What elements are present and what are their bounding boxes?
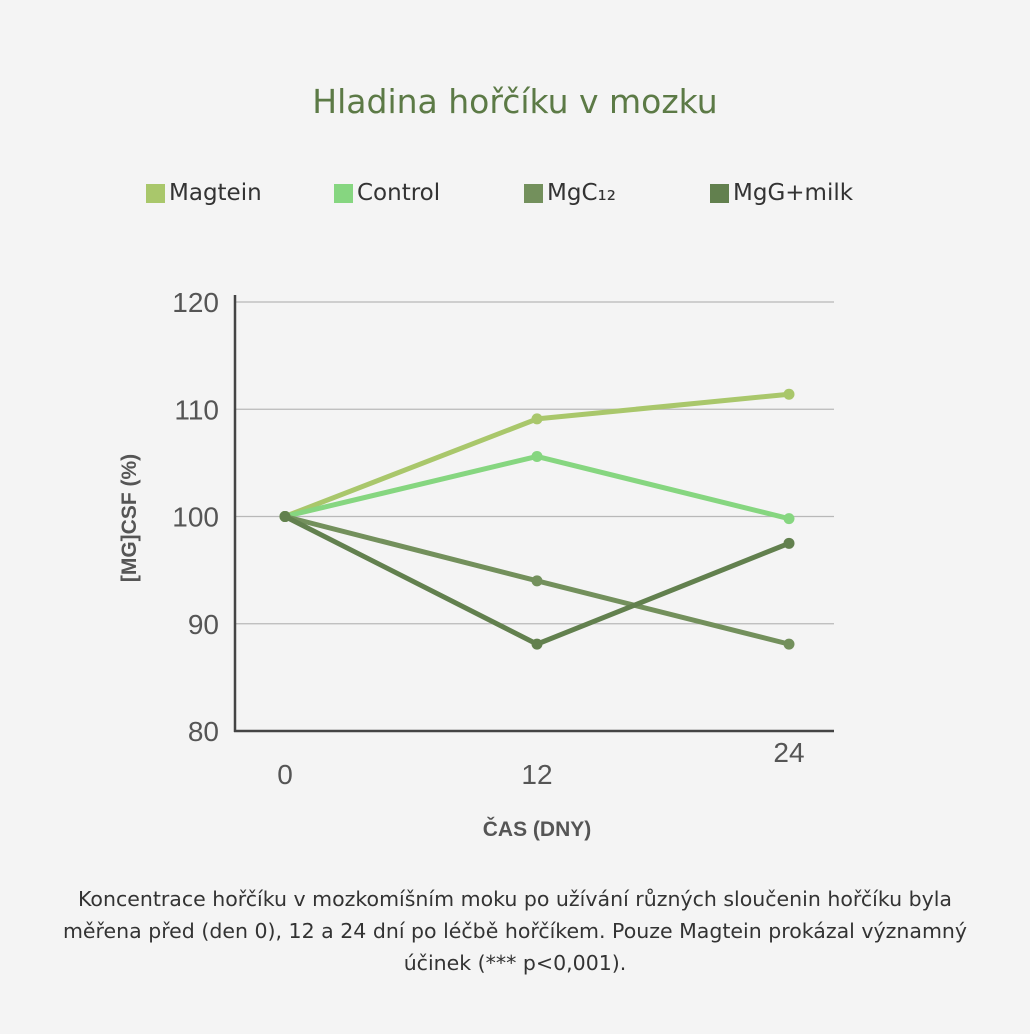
legend-label-mgc12: MgC₁₂ [547,180,616,206]
chart-caption: Koncentrace hořčíku v mozkomíšním moku p… [62,887,968,975]
data-point-mgg-milk [783,537,795,549]
legend-item-mgg-milk: MgG+milk [710,180,853,206]
x-tick-label: 0 [277,759,293,790]
legend-label-magtein: Magtein [169,180,262,206]
chart-legend: Magtein Control MgC₁₂ MgG+milk [0,180,1030,212]
y-tick-label: 120 [172,287,219,318]
x-tick-label: 24 [773,737,804,768]
x-axis-title: ČAS (DNY) [483,817,592,841]
y-axis-title: [MG]CSF (%) [118,454,141,582]
legend-item-mgc12: MgC₁₂ [524,180,616,206]
data-point-control [531,450,543,462]
y-tick-label: 110 [174,394,219,425]
x-tick-label: 12 [521,759,552,790]
line-chart: 80 90 100 110 120 0 12 24 ČAS (DNY) [MG]CSF (%) [118,287,834,841]
data-point-mgc [783,638,795,650]
y-tick-label: 90 [188,609,219,640]
legend-swatch-mgc12 [524,183,543,203]
y-tick-label: 100 [172,502,219,533]
legend-swatch-control [334,183,353,203]
legend-label-control: Control [357,180,441,206]
legend-item-control: Control [334,180,440,206]
data-point-control [783,513,795,525]
legend-swatch-mgg-milk [710,183,729,203]
data-point-mgc [531,575,543,587]
data-point-mgg-milk [531,638,543,650]
y-tick-label: 80 [188,716,219,747]
legend-swatch-magtein [146,183,165,203]
data-point-magtein [531,413,543,425]
legend-label-mgg-milk: MgG+milk [733,180,854,206]
data-point-magtein [783,388,795,400]
legend-item-magtein: Magtein [146,180,262,206]
chart-title: Hladina hořčíku v mozku [312,82,718,121]
data-point-mgg-milk [279,511,291,522]
